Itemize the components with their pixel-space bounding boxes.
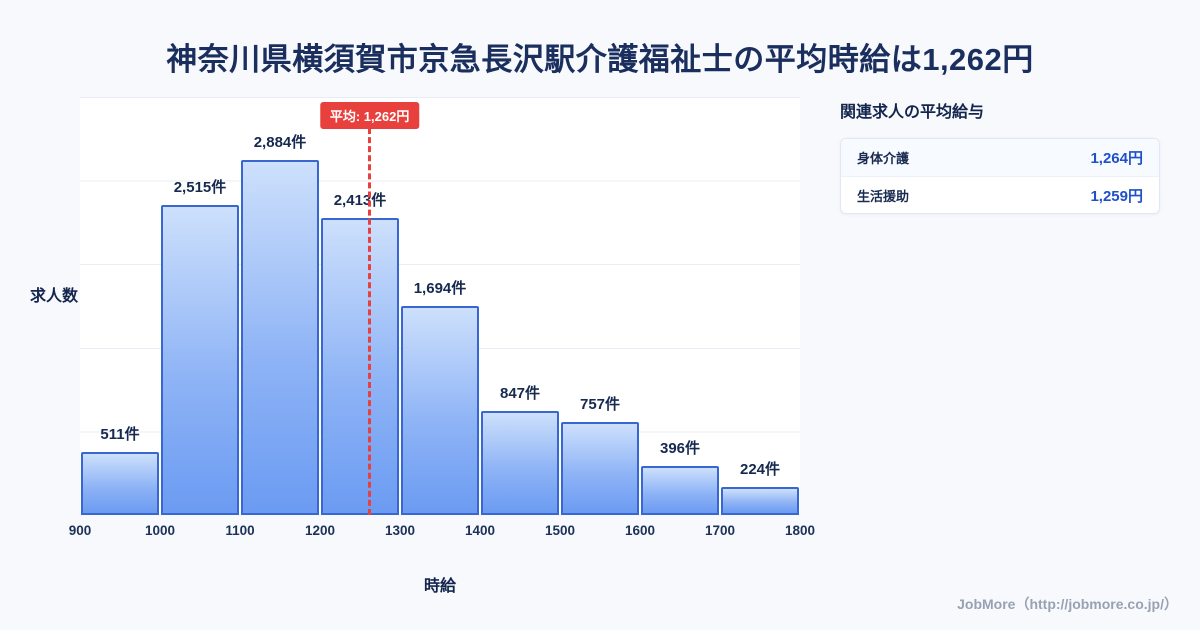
row-value: 1,259円: [1090, 187, 1143, 205]
x-axis-ticks: 900 1000 1100 1200 1300 1400 1500 1600 1700 1800: [69, 523, 815, 543]
table-row: 生活援助 1,259円: [841, 176, 1159, 213]
histogram-bar: [401, 306, 479, 515]
row-label: 生活援助: [857, 188, 910, 204]
plot-area: 平均: 1,262円 511件 2,515件 2,884件 2,413件 1,694件 8…: [80, 97, 800, 515]
histogram-bar: [241, 160, 319, 515]
x-tick-label: 1000: [144, 523, 176, 538]
x-tick-label: 900: [68, 523, 92, 538]
bar-value-label: 757件: [579, 396, 621, 413]
histogram-bar: [481, 411, 559, 515]
average-badge: 平均: 1,262円: [319, 102, 420, 129]
histogram-bar: [161, 205, 239, 515]
histogram-bar: [721, 487, 799, 515]
bar-value-label: 224件: [739, 461, 781, 478]
x-tick-label: 1600: [624, 523, 656, 538]
bar-value-label: 511件: [100, 426, 140, 443]
histogram-bar: [561, 422, 639, 515]
x-tick-label: 1100: [225, 523, 255, 538]
bar-value-label: 2,515件: [173, 179, 227, 196]
related-salary-table: 身体介護 1,264円 生活援助 1,259円: [840, 138, 1160, 214]
histogram-bar: [321, 218, 399, 515]
average-line: [368, 128, 372, 515]
x-tick-label: 1800: [784, 523, 816, 538]
table-row: 身体介護 1,264円: [841, 139, 1159, 176]
bar-value-label: 847件: [499, 385, 541, 402]
bar-value-label: 2,413件: [333, 192, 387, 209]
y-axis-title: 求人数: [30, 288, 79, 305]
bar-value-label: 2,884件: [253, 134, 307, 151]
bar-value-label: 396件: [659, 440, 701, 457]
row-label: 身体介護: [857, 151, 910, 166]
x-tick-label: 1700: [704, 523, 736, 538]
page-title: 神奈川県横須賀市京急長沢駅介護福祉士の平均時給は1,262円: [166, 42, 1034, 77]
x-axis-title: 時給: [423, 578, 456, 595]
side-panel-heading: 関連求人の平均給与: [840, 104, 985, 121]
x-tick-label: 1500: [544, 523, 576, 538]
histogram-bar: [81, 452, 159, 515]
site-credit: JobMore（http://jobmore.co.jp/）: [957, 596, 1178, 612]
x-tick-label: 1200: [304, 523, 336, 538]
x-tick-label: 1300: [384, 523, 416, 538]
x-tick-label: 1400: [464, 523, 496, 538]
bar-value-label: 1,694件: [413, 280, 467, 297]
histogram-bar: [641, 466, 719, 515]
row-value: 1,264円: [1090, 150, 1143, 167]
